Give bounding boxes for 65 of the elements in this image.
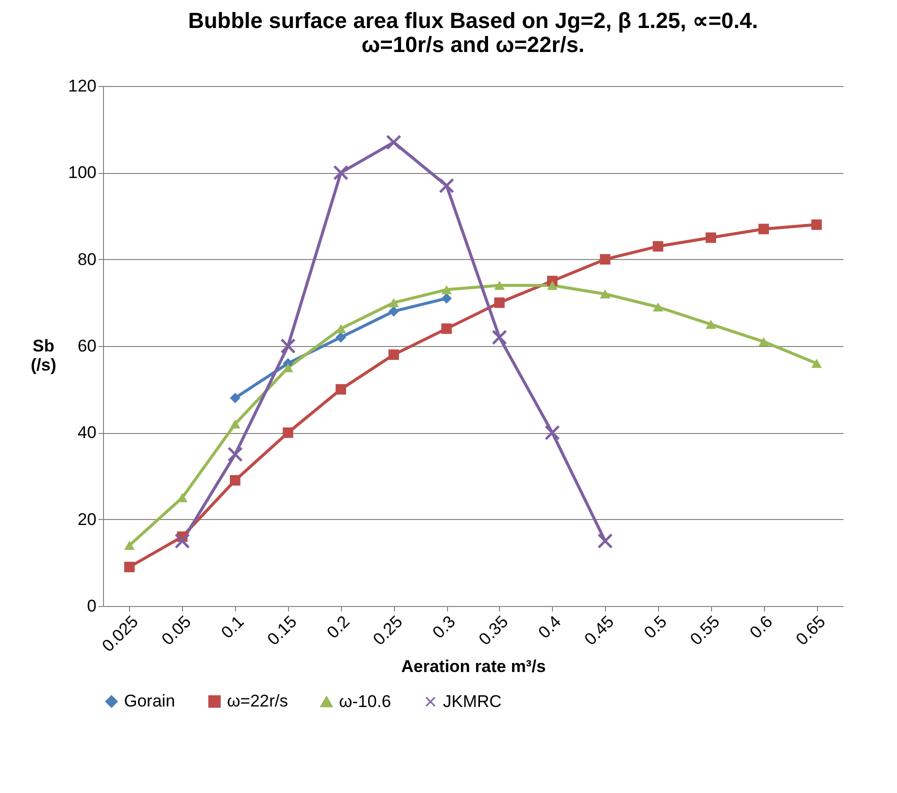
legend-label: Gorain: [124, 692, 176, 711]
x-tick-label: 0.65: [792, 612, 830, 649]
x-tick-label: 0.1: [218, 612, 248, 642]
x-tick-label: 0.05: [158, 612, 195, 649]
point: [333, 164, 349, 180]
point: [758, 224, 769, 234]
point: [544, 424, 560, 440]
point: [336, 324, 346, 334]
x-tick-label: 0.55: [686, 612, 724, 649]
point: [124, 540, 135, 550]
legend-label: JKMRC: [443, 692, 502, 711]
point: [811, 358, 822, 368]
point: [227, 446, 243, 462]
point: [494, 297, 505, 308]
point: [230, 475, 240, 486]
point: [438, 178, 454, 194]
point: [811, 219, 822, 230]
point: [758, 337, 769, 346]
point: [174, 533, 190, 549]
x-tick-label: 0.6: [746, 612, 776, 642]
point: [230, 419, 240, 429]
point: [706, 320, 716, 329]
x-tick-label: 0.5: [640, 612, 671, 642]
x-tick-label: 0.25: [369, 612, 406, 649]
point: [597, 533, 613, 549]
y-tick-label: 80: [78, 250, 96, 269]
point: [652, 241, 664, 252]
point: [492, 330, 508, 346]
point: [386, 134, 402, 150]
point: [388, 298, 399, 308]
legend-label: ω-10.6: [339, 692, 392, 711]
x-tick-label: 0.35: [475, 612, 512, 649]
point: [547, 280, 558, 290]
x-tick-label: 0.2: [323, 612, 354, 642]
point: [388, 349, 399, 360]
point: [124, 562, 135, 572]
point: [706, 232, 716, 243]
point: [336, 332, 346, 343]
point: [388, 306, 399, 317]
y-tick-label: 20: [78, 510, 96, 529]
x-tick-label: 0.4: [534, 612, 565, 642]
point: [600, 254, 610, 265]
legend-label: ω=22r/s: [227, 692, 288, 711]
point: [336, 384, 346, 395]
point: [282, 427, 294, 438]
y-tick-label: 0: [87, 596, 96, 616]
point: [441, 285, 452, 294]
point: [230, 392, 240, 404]
point: [600, 289, 610, 299]
y-tick-label: 100: [68, 163, 96, 182]
x-axis-title: Aeration rate m³/s: [401, 656, 546, 676]
y-tick-label: 120: [68, 76, 96, 96]
point: [441, 323, 452, 334]
chart-title: Bubble surface area flux Based on Jg=2, β 1.25, ∝=0.4. ω=10r/s and ω=22r/s.: [188, 8, 758, 57]
point: [282, 363, 294, 372]
point: [280, 338, 296, 354]
y-tick-label: 60: [78, 336, 96, 356]
point: [494, 280, 505, 290]
x-tick-label: 0.45: [580, 612, 618, 649]
x-tick-label: 0.3: [428, 612, 460, 642]
point: [652, 302, 664, 312]
x-tick-label: 0.15: [264, 612, 301, 649]
point: [441, 293, 452, 304]
y-tick-label: 40: [78, 423, 96, 442]
y-axis-title: Sb (/s): [30, 336, 56, 374]
